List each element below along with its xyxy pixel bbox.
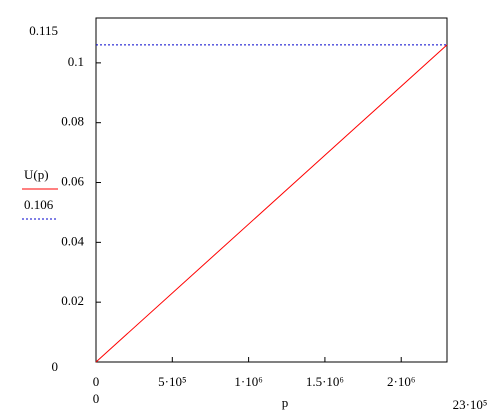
- x-limit-label: 23·10⁵: [453, 397, 488, 412]
- y-tick-label: 0.02: [61, 293, 84, 308]
- legend-label: 0.106: [24, 197, 54, 212]
- y-tick-label: 0.08: [61, 114, 84, 129]
- legend-label: U(p): [24, 167, 49, 182]
- x-limit-label: 0: [93, 391, 100, 406]
- x-tick-label: 5·10⁵: [158, 374, 186, 389]
- x-axis-label: p: [282, 395, 289, 410]
- x-tick-label: 2·10⁶: [387, 374, 415, 389]
- x-tick-label: 0: [93, 374, 100, 389]
- y-tick-label: 0.06: [61, 174, 84, 189]
- y-limit-label: 0.115: [29, 23, 58, 38]
- y-tick-label: 0.1: [68, 54, 84, 69]
- y-tick-label: 0.04: [61, 233, 84, 248]
- x-tick-label: 1.5·10⁶: [306, 374, 344, 389]
- x-tick-label: 1·10⁶: [234, 374, 262, 389]
- y-limit-label: 0: [52, 359, 59, 374]
- plot-frame: [95, 17, 448, 363]
- series-line: [95, 44, 448, 363]
